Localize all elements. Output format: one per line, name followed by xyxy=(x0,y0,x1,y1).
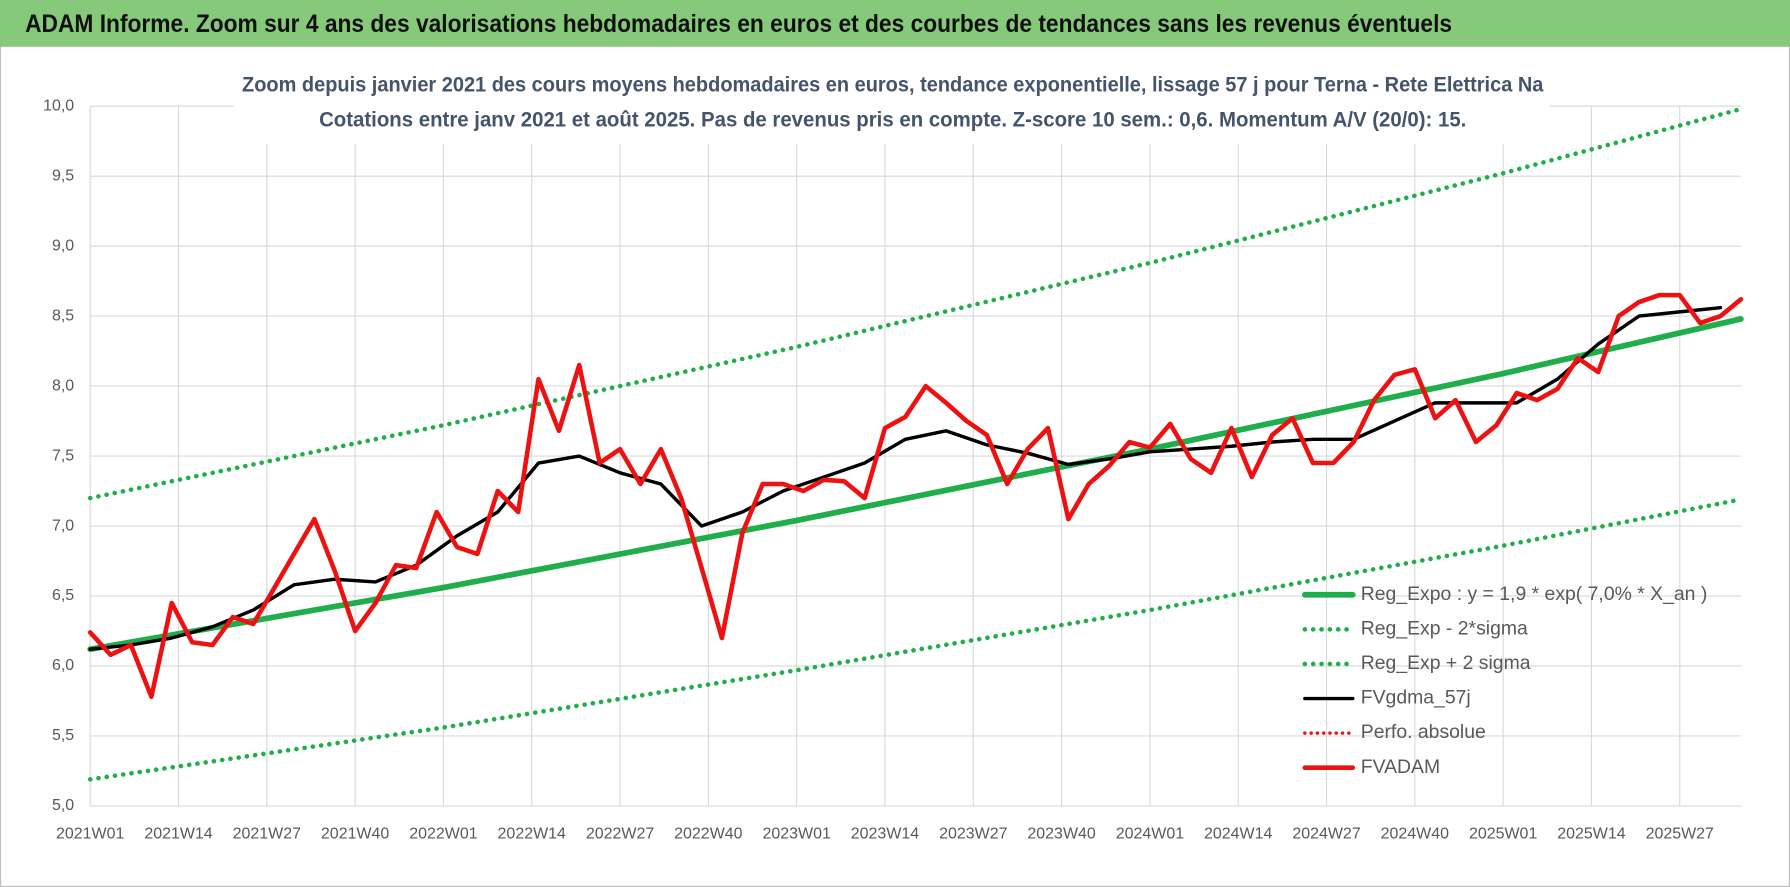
x-tick-label: 2025W14 xyxy=(1557,826,1625,843)
y-tick-label: 8,0 xyxy=(52,377,74,394)
y-tick-label: 7,0 xyxy=(52,517,74,534)
plot-area: 5,0 5,5 6,0 6,5 7,0 7,5 8,0 8,5 9,0 9,5 10,0 2021W0… xyxy=(43,97,1744,843)
x-tick-label: 2024W01 xyxy=(1116,826,1184,843)
x-tick-label: 2025W27 xyxy=(1646,826,1714,843)
x-tick-label: 2025W01 xyxy=(1469,826,1537,843)
x-tick-label: 2022W01 xyxy=(409,826,477,843)
series-line xyxy=(87,316,1744,653)
x-tick-label: 2022W14 xyxy=(498,826,566,843)
title-box xyxy=(234,68,1550,144)
series-line xyxy=(87,106,1744,501)
x-tick-label: 2021W40 xyxy=(321,826,389,843)
y-tick-label: 5,5 xyxy=(52,727,74,744)
x-tick-label: 2024W27 xyxy=(1292,826,1360,843)
x-tick-label: 2023W40 xyxy=(1027,826,1095,843)
x-tick-label: 2022W40 xyxy=(674,826,742,843)
series-line xyxy=(88,305,1723,651)
series-line xyxy=(87,292,1744,700)
y-tick-label: 8,5 xyxy=(52,307,74,324)
x-tick-label: 2023W01 xyxy=(762,826,830,843)
header-bar xyxy=(0,0,1790,47)
x-tick-label: 2021W14 xyxy=(144,826,212,843)
legend-label: FVADAM xyxy=(1361,756,1440,778)
y-tick-label: 10,0 xyxy=(43,97,74,114)
x-tick-label: 2021W01 xyxy=(56,826,124,843)
y-tick-label: 7,5 xyxy=(52,447,74,464)
legend-label: Reg_Exp - 2*sigma xyxy=(1361,617,1528,639)
series-line xyxy=(87,497,1744,782)
legend-label: Reg_Exp + 2 sigma xyxy=(1361,652,1531,674)
header-title: ADAM Informe. Zoom sur 4 ans des valoris… xyxy=(25,10,1452,38)
chart-title: Zoom depuis janvier 2021 des cours moyen… xyxy=(242,71,1544,96)
y-tick-label: 6,0 xyxy=(52,657,74,674)
x-tick-label: 2024W40 xyxy=(1381,826,1449,843)
x-tick-label: 2023W14 xyxy=(851,826,919,843)
chart-subtitle: Cotations entre janv 2021 et août 2025. … xyxy=(319,107,1466,132)
x-tick-label: 2021W27 xyxy=(233,826,301,843)
legend-label: Perfo. absolue xyxy=(1361,721,1486,743)
y-tick-label: 6,5 xyxy=(52,587,74,604)
y-tick-label: 9,0 xyxy=(52,237,74,254)
y-tick-label: 5,0 xyxy=(52,797,74,814)
x-tick-label: 2022W27 xyxy=(586,826,654,843)
y-tick-label: 9,5 xyxy=(52,167,74,184)
x-tick-label: 2024W14 xyxy=(1204,826,1272,843)
legend-label: Reg_Expo : y = 1,9 * exp( 7,0% * X_an ) xyxy=(1361,583,1708,605)
x-tick-label: 2023W27 xyxy=(939,826,1007,843)
legend-label: FVgdma_57j xyxy=(1361,687,1471,709)
